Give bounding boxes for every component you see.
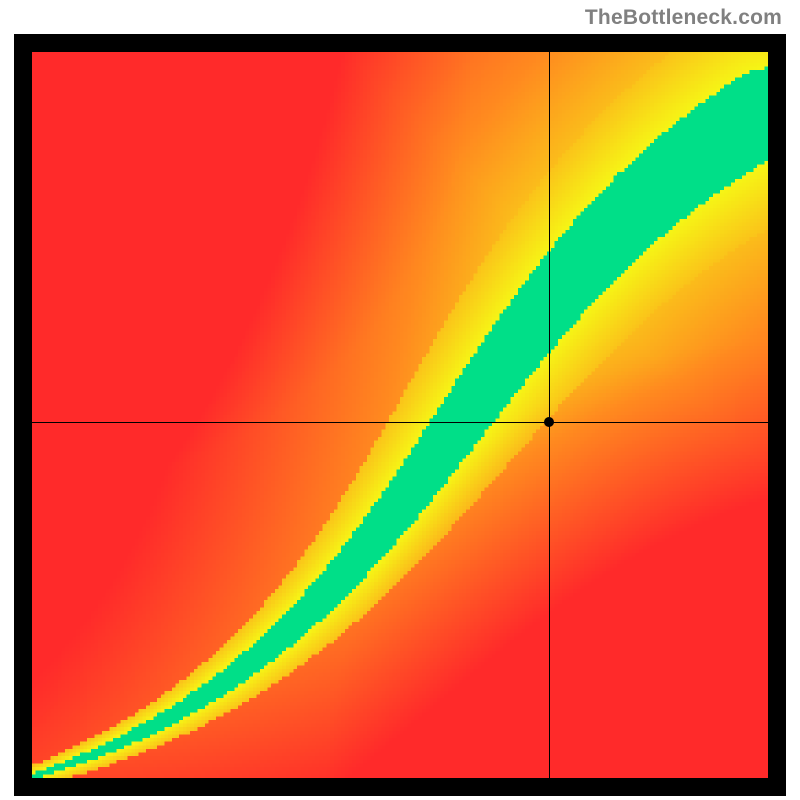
crosshair-horizontal: [32, 422, 768, 423]
heatmap-canvas: [32, 52, 768, 778]
chart-container: TheBottleneck.com: [0, 0, 800, 800]
crosshair-marker: [544, 417, 554, 427]
crosshair-vertical: [549, 52, 550, 778]
plot-inner-area: [32, 52, 768, 778]
watermark-text: TheBottleneck.com: [585, 6, 782, 30]
